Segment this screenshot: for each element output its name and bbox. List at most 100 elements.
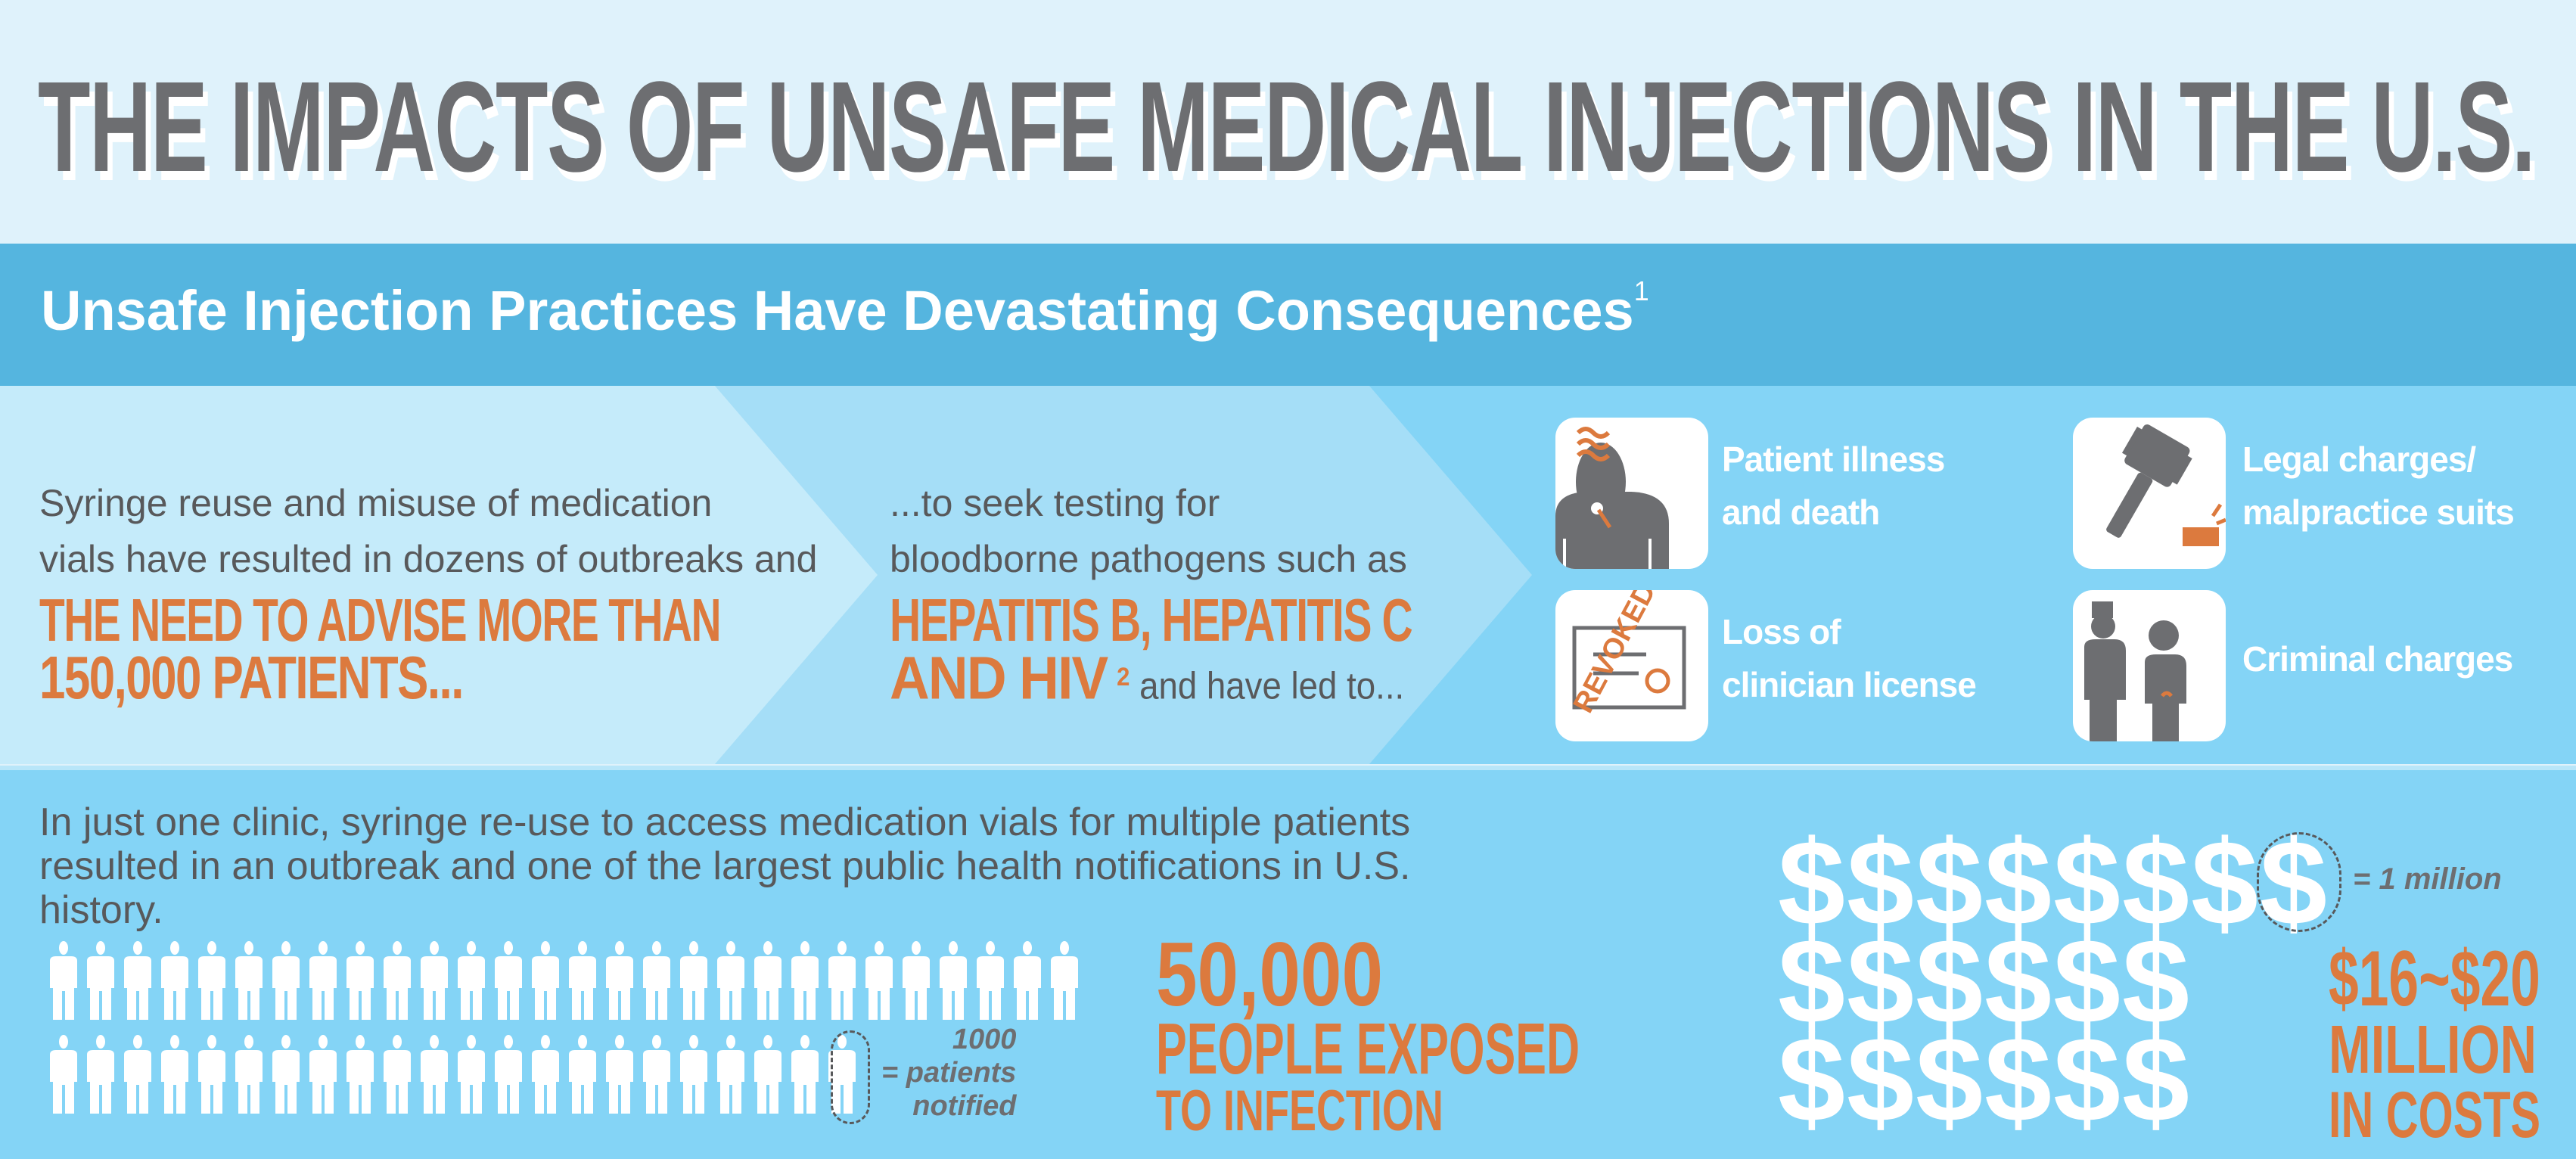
highlight-line-2: AND HIV 2 and have led to... — [890, 648, 1622, 714]
person-icon — [121, 1035, 154, 1117]
person-icon — [47, 941, 80, 1024]
person-icon — [1048, 941, 1081, 1024]
text-line-content: Syringe reuse and misuse of medication — [39, 482, 713, 524]
person-icon — [751, 941, 785, 1024]
highlight-line: THE NEED TO ADVISE MORE THAN — [39, 586, 1026, 654]
person-icon — [232, 1035, 266, 1117]
label-line: and death — [1722, 492, 1880, 532]
step1-chevron — [0, 386, 878, 764]
person-icon — [788, 941, 822, 1024]
highlight-line-2-content: AND HIV 2 and have led to... — [890, 648, 1405, 714]
person-icon — [418, 941, 451, 1024]
dollar-icon: $ — [2122, 1011, 2189, 1147]
dollar-icon: $ — [1984, 815, 2052, 950]
highlight-content: THE NEED TO ADVISE MORE THAN — [39, 586, 721, 654]
text-line-content: resulted in an outbreak and one of the l… — [39, 844, 1411, 888]
person-icon — [1011, 941, 1044, 1024]
revoked-stamp: REVOKED — [1568, 590, 1662, 718]
dollar-icon: $ — [1984, 1011, 2052, 1147]
text-line-content: In just one clinic, syringe re-use to ac… — [39, 800, 1411, 844]
person-icon — [269, 941, 303, 1024]
cost-line1: MILLION — [2329, 1016, 2576, 1084]
person-icon — [714, 941, 747, 1024]
legend-line: 1000 — [952, 1024, 1017, 1055]
person-icon — [343, 1035, 377, 1117]
label-line: Patient illness — [1722, 440, 1945, 479]
cost-line2-text: IN COSTS — [2329, 1079, 2541, 1151]
text-line-content: history. — [39, 888, 163, 932]
text-line-content: bloodborne pathogens such as — [890, 538, 1407, 580]
dollar-icon: $ — [2053, 913, 2121, 1049]
person-icon — [84, 1035, 117, 1117]
consequence-label: Patient illness and death — [1722, 433, 1945, 539]
person-icon — [529, 941, 562, 1024]
text-line: vials have resulted in dozens of outbrea… — [39, 531, 1026, 587]
dollar-icon: $ — [2122, 815, 2189, 950]
section-subtitle: Unsafe Injection Practices Have Devastat… — [41, 275, 1649, 343]
person-icon — [566, 1035, 599, 1117]
text-line: ...to seek testing for — [890, 475, 1622, 531]
person-icon — [121, 941, 154, 1024]
highlight-line: 150,000 PATIENTS... — [39, 648, 1026, 708]
revoked-license-icon: REVOKED — [1555, 590, 1708, 741]
stat-line1-text: PEOPLE EXPOSED — [1156, 1008, 1580, 1089]
cost-range: $16~$20 — [2329, 940, 2576, 1018]
police-arrest-icon — [2073, 590, 2226, 741]
person-icon — [269, 1035, 303, 1117]
person-icon — [751, 1035, 785, 1117]
consequence-label: Legal charges/malpractice suits — [2242, 433, 2515, 539]
subtitle-band — [0, 244, 2576, 386]
person-icon — [640, 1035, 673, 1117]
step1-text: Syringe reuse and misuse of medication v… — [39, 475, 1026, 708]
person-icon — [84, 941, 117, 1024]
dollar-icon: $ — [1916, 815, 1983, 950]
person-icon — [492, 941, 525, 1024]
person-icon — [603, 941, 636, 1024]
cost-line2: IN COSTS — [2329, 1079, 2576, 1151]
dollar-icon: $ — [1778, 815, 1845, 950]
stat-number: 50,000 — [1156, 929, 1434, 1020]
person-icon — [418, 1035, 451, 1117]
dollar-icon: $ — [1916, 913, 1983, 1049]
person-icon — [640, 941, 673, 1024]
person-icon — [937, 941, 970, 1024]
legend-line: = patients — [881, 1057, 1017, 1089]
person-icon — [195, 941, 228, 1024]
person-icon — [900, 941, 933, 1024]
stat-line1: PEOPLE EXPOSED — [1156, 1008, 1822, 1089]
dollar-icon: $ — [2191, 815, 2258, 950]
dollar-icon: $ — [1984, 913, 2052, 1049]
person-icon — [455, 941, 488, 1024]
highlight-line: HEPATITIS B, HEPATITIS C — [890, 586, 1622, 654]
dollar-legend: = 1 million — [2353, 862, 2502, 896]
unit-circle — [831, 1030, 870, 1124]
dollar-icon: $ — [2053, 1011, 2121, 1147]
sick-patient-icon — [1555, 418, 1708, 569]
person-icon — [974, 941, 1007, 1024]
outbreak-text: In just one clinic, syringe re-use to ac… — [39, 800, 1410, 932]
text-line: Syringe reuse and misuse of medication — [39, 475, 1026, 531]
text-line: In just one clinic, syringe re-use to ac… — [39, 800, 1410, 844]
text-line-content: vials have resulted in dozens of outbrea… — [39, 538, 818, 580]
text-line: history. — [39, 888, 1410, 932]
person-icon — [158, 941, 191, 1024]
person-icon — [492, 1035, 525, 1117]
label-line: clinician license — [1722, 665, 1977, 704]
person-icon — [714, 1035, 747, 1117]
person-icon — [455, 1035, 488, 1117]
person-icon — [158, 1035, 191, 1117]
stat-line2: TO INFECTION — [1156, 1079, 1561, 1143]
label-line: Loss of — [1722, 612, 1841, 651]
person-icon — [677, 941, 710, 1024]
person-icon — [529, 1035, 562, 1117]
highlight-content: HEPATITIS B, HEPATITIS C — [890, 586, 1413, 654]
person-icon — [232, 941, 266, 1024]
person-icon — [195, 1035, 228, 1117]
person-icon — [788, 1035, 822, 1117]
stat-line2-text: TO INFECTION — [1156, 1079, 1443, 1143]
gavel-icon — [2073, 418, 2226, 569]
text-tail: and have led to... — [1130, 664, 1405, 707]
dollar-icon: $ — [2122, 913, 2189, 1049]
consequence-label: Criminal charges — [2242, 632, 2513, 685]
step2-text: ...to seek testing for bloodborne pathog… — [890, 475, 1622, 714]
